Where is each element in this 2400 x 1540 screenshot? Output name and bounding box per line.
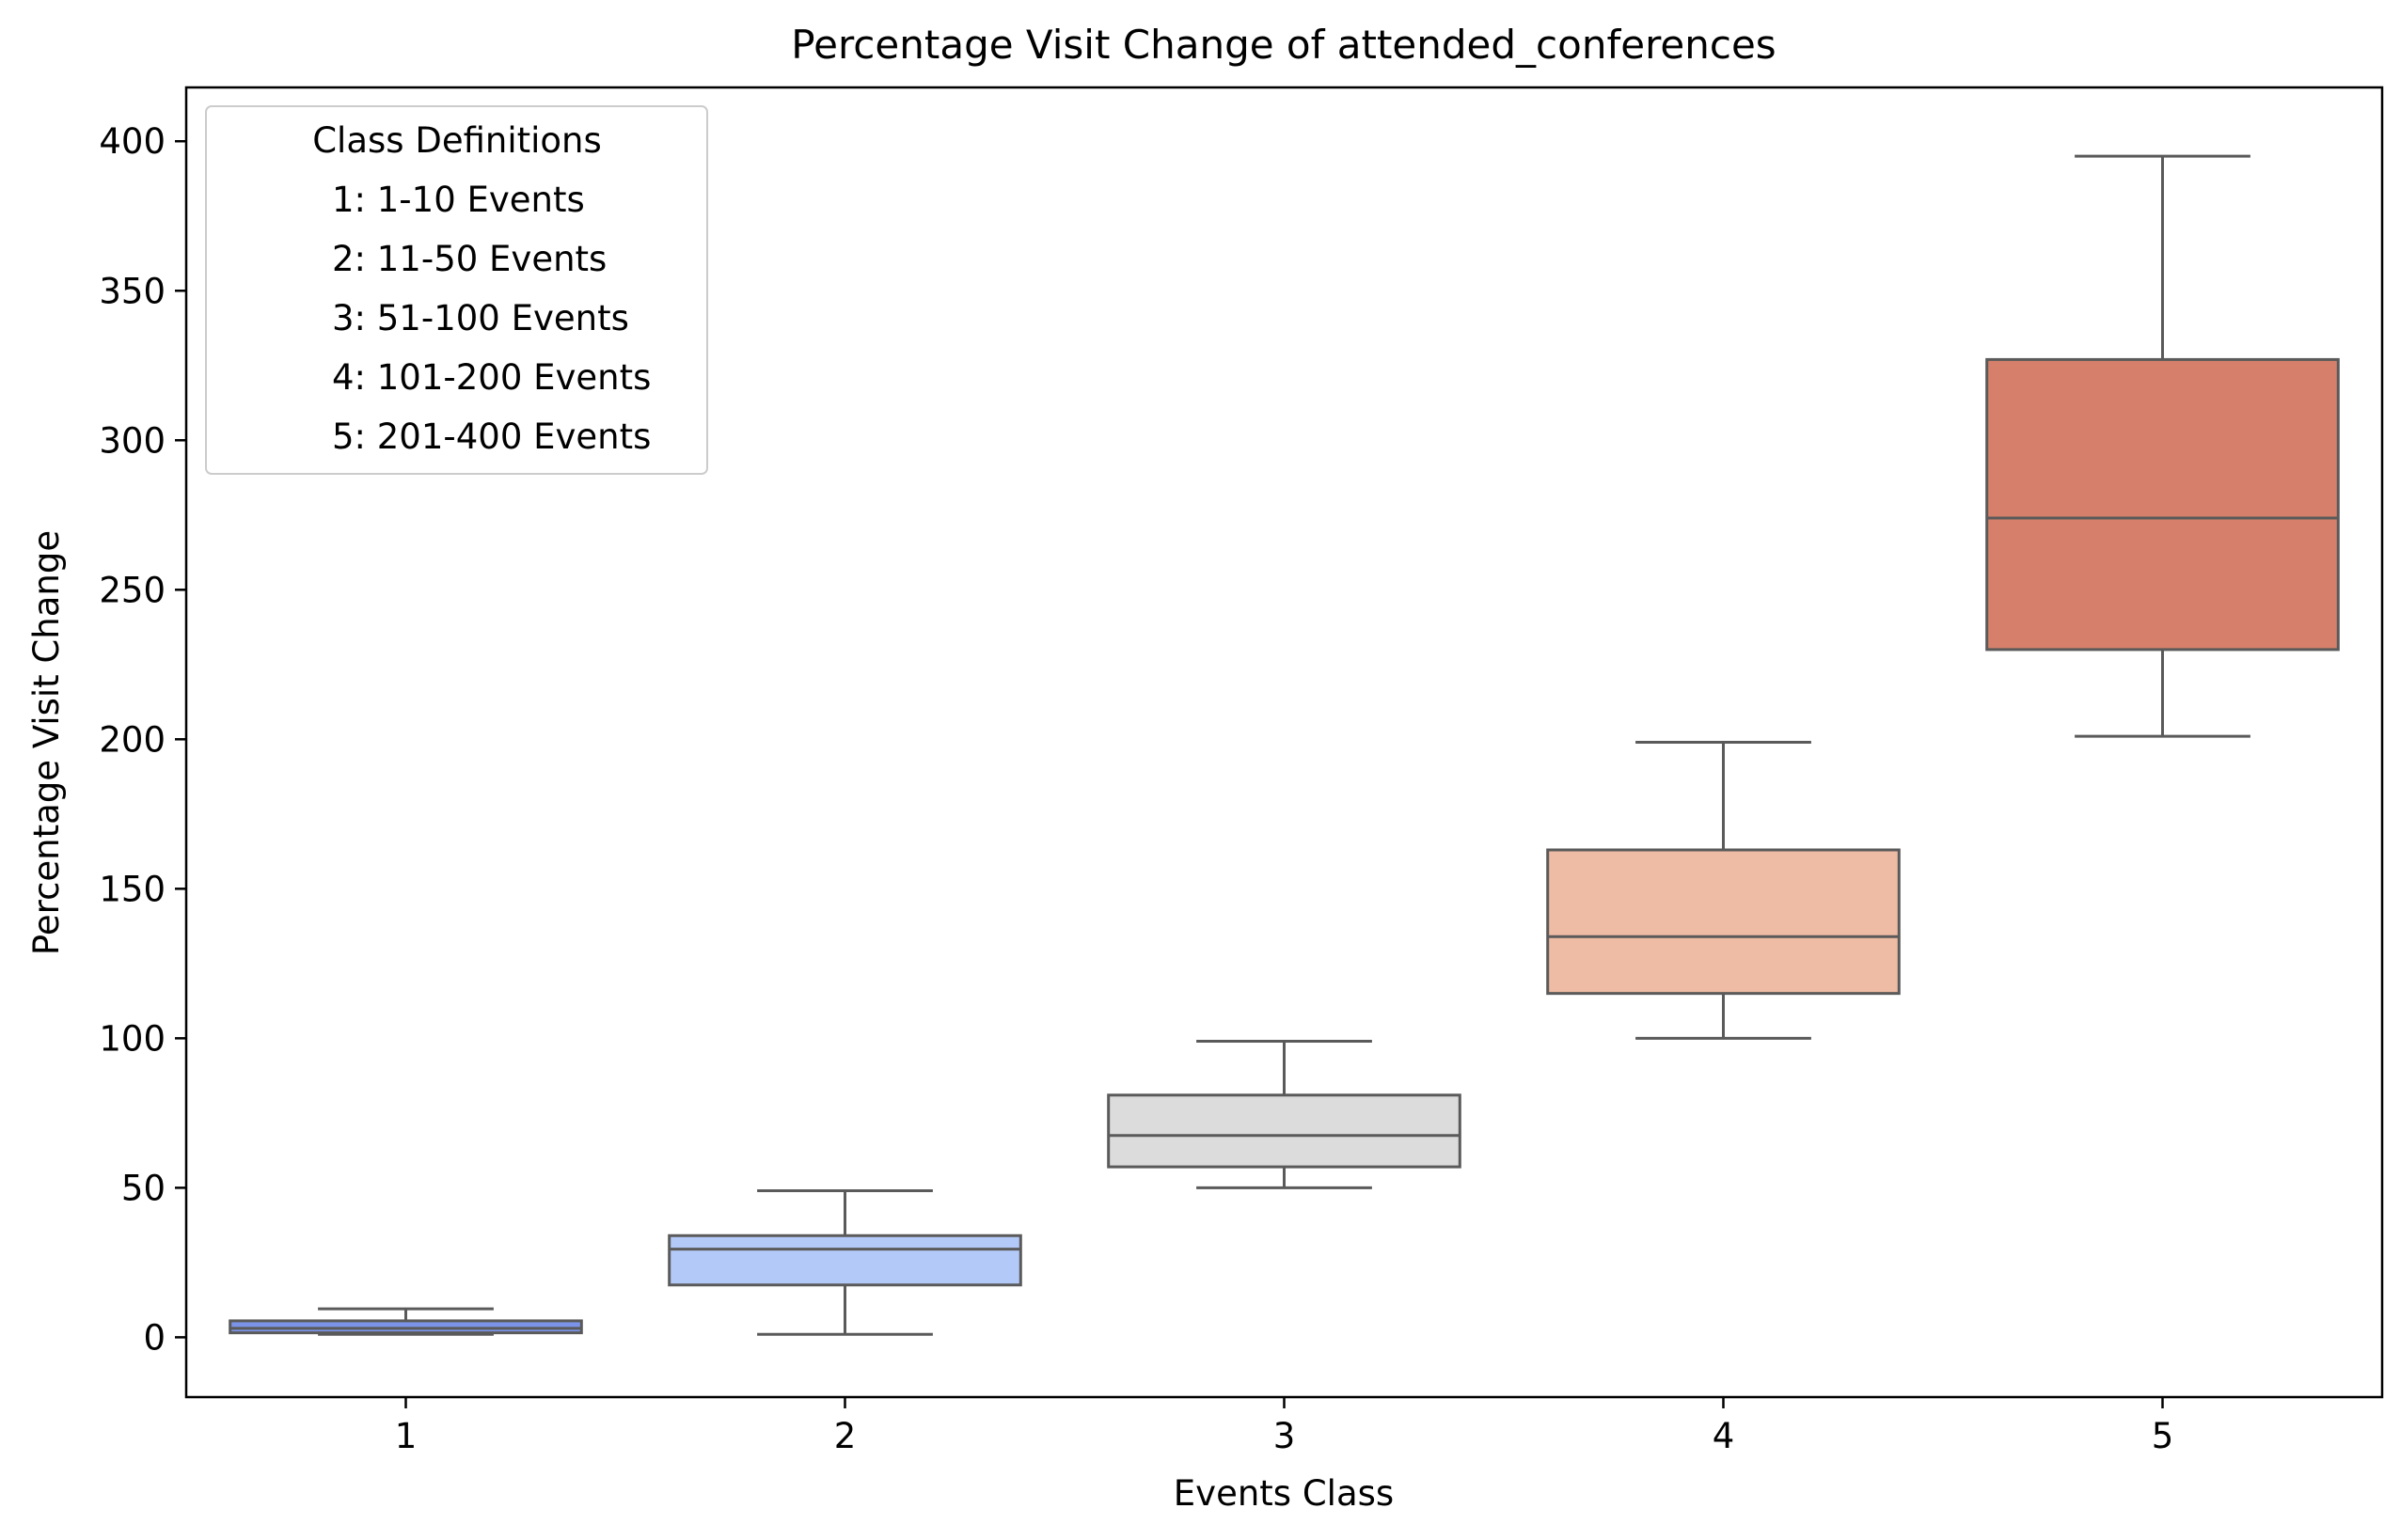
y-tick-label: 400 <box>99 121 166 162</box>
x-tick-label: 1 <box>395 1416 418 1456</box>
legend-entry: 4: 101-200 Events <box>332 357 651 398</box>
box-iqr-2 <box>668 1234 1022 1287</box>
legend-entry: 2: 11-50 Events <box>332 239 607 279</box>
y-tick-label: 300 <box>99 420 166 461</box>
box-iqr-4 <box>1546 848 1901 996</box>
x-tick-label: 3 <box>1273 1416 1296 1456</box>
y-axis: 0 50 100 150 200 250 300 350 400 <box>99 121 186 1358</box>
legend-frame <box>205 105 708 475</box>
box-iqr-3 <box>1107 1093 1461 1169</box>
box-iqr-5 <box>1985 357 2340 652</box>
box-iqr-1 <box>229 1319 583 1335</box>
box-category-5 <box>1985 154 2340 738</box>
box-category-4 <box>1546 741 1901 1040</box>
x-tick-label: 5 <box>2152 1416 2174 1456</box>
x-tick-label: 2 <box>834 1416 857 1456</box>
x-axis: 1 2 3 4 5 <box>395 1397 2174 1456</box>
y-tick-label: 350 <box>99 271 166 311</box>
y-tick-label: 0 <box>143 1317 166 1358</box>
y-tick-label: 50 <box>121 1168 166 1208</box>
x-axis-label: Events Class <box>1174 1473 1394 1514</box>
legend-title: Class Definitions <box>312 120 602 161</box>
x-tick-label: 4 <box>1713 1416 1735 1456</box>
y-tick-label: 150 <box>99 869 166 909</box>
legend-entry: 1: 1-10 Events <box>332 180 585 220</box>
legend-entries: 1: 1-10 Events 2: 11-50 Events 3: 51-100 E… <box>332 180 651 457</box>
legend: Class Definitions 1: 1-10 Events 2: 11-50… <box>205 105 708 475</box>
y-tick-label: 200 <box>99 719 166 760</box>
box-category-1 <box>229 1307 583 1336</box>
boxes-layer <box>229 154 2340 1336</box>
chart-title: Percentage Visit Change of attended_conf… <box>791 22 1776 68</box>
box-category-3 <box>1107 1040 1461 1189</box>
legend-entry: 5: 201-400 Events <box>332 416 651 457</box>
y-tick-label: 100 <box>99 1018 166 1059</box>
y-axis-label: Percentage Visit Change <box>26 530 67 955</box>
legend-entry: 3: 51-100 Events <box>332 298 629 338</box>
y-tick-label: 250 <box>99 570 166 610</box>
box-category-2 <box>668 1189 1022 1336</box>
